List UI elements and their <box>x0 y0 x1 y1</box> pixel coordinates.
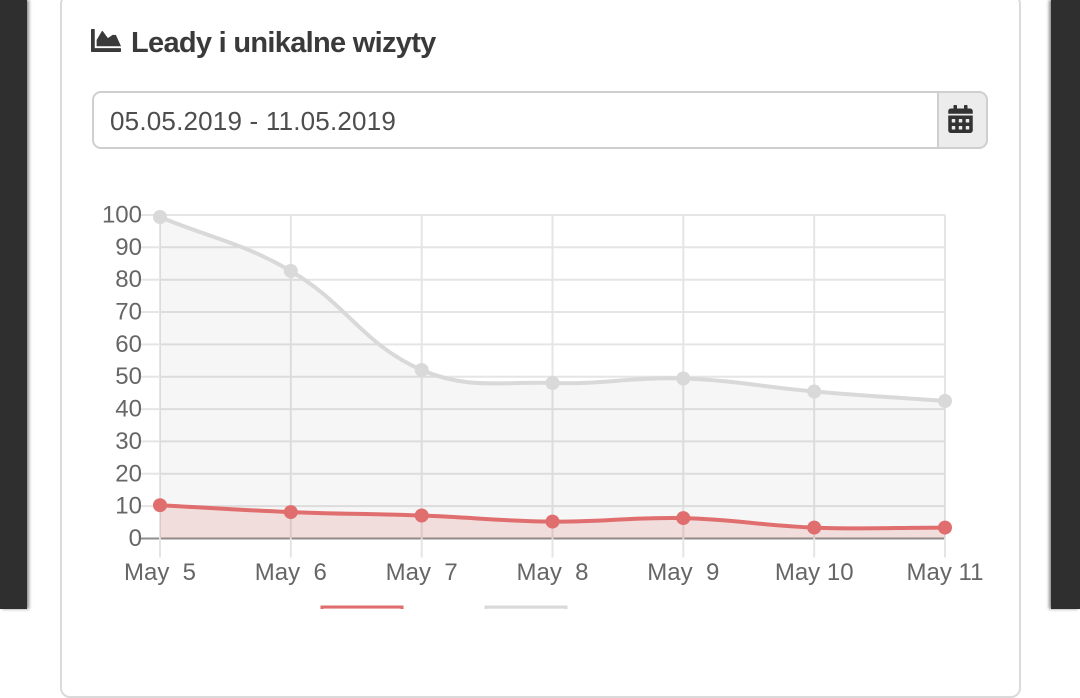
svg-text:May 7: May 7 <box>386 559 458 586</box>
svg-text:40: 40 <box>115 396 142 423</box>
svg-text:May 11: May 11 <box>907 559 984 586</box>
svg-text:10: 10 <box>115 493 142 520</box>
svg-text:60: 60 <box>115 331 142 358</box>
svg-text:80: 80 <box>115 266 142 293</box>
svg-text:May 10: May 10 <box>775 559 854 586</box>
svg-text:90: 90 <box>115 234 142 261</box>
svg-text:100: 100 <box>102 202 142 229</box>
svg-text:50: 50 <box>115 363 142 390</box>
svg-text:May 5: May 5 <box>124 559 196 586</box>
svg-text:70: 70 <box>115 299 142 326</box>
svg-text:0: 0 <box>129 525 142 552</box>
svg-text:30: 30 <box>115 428 142 455</box>
svg-text:20: 20 <box>115 460 142 487</box>
svg-text:May 8: May 8 <box>516 559 588 586</box>
svg-text:May 6: May 6 <box>255 559 327 586</box>
svg-text:May 9: May 9 <box>647 559 719 586</box>
